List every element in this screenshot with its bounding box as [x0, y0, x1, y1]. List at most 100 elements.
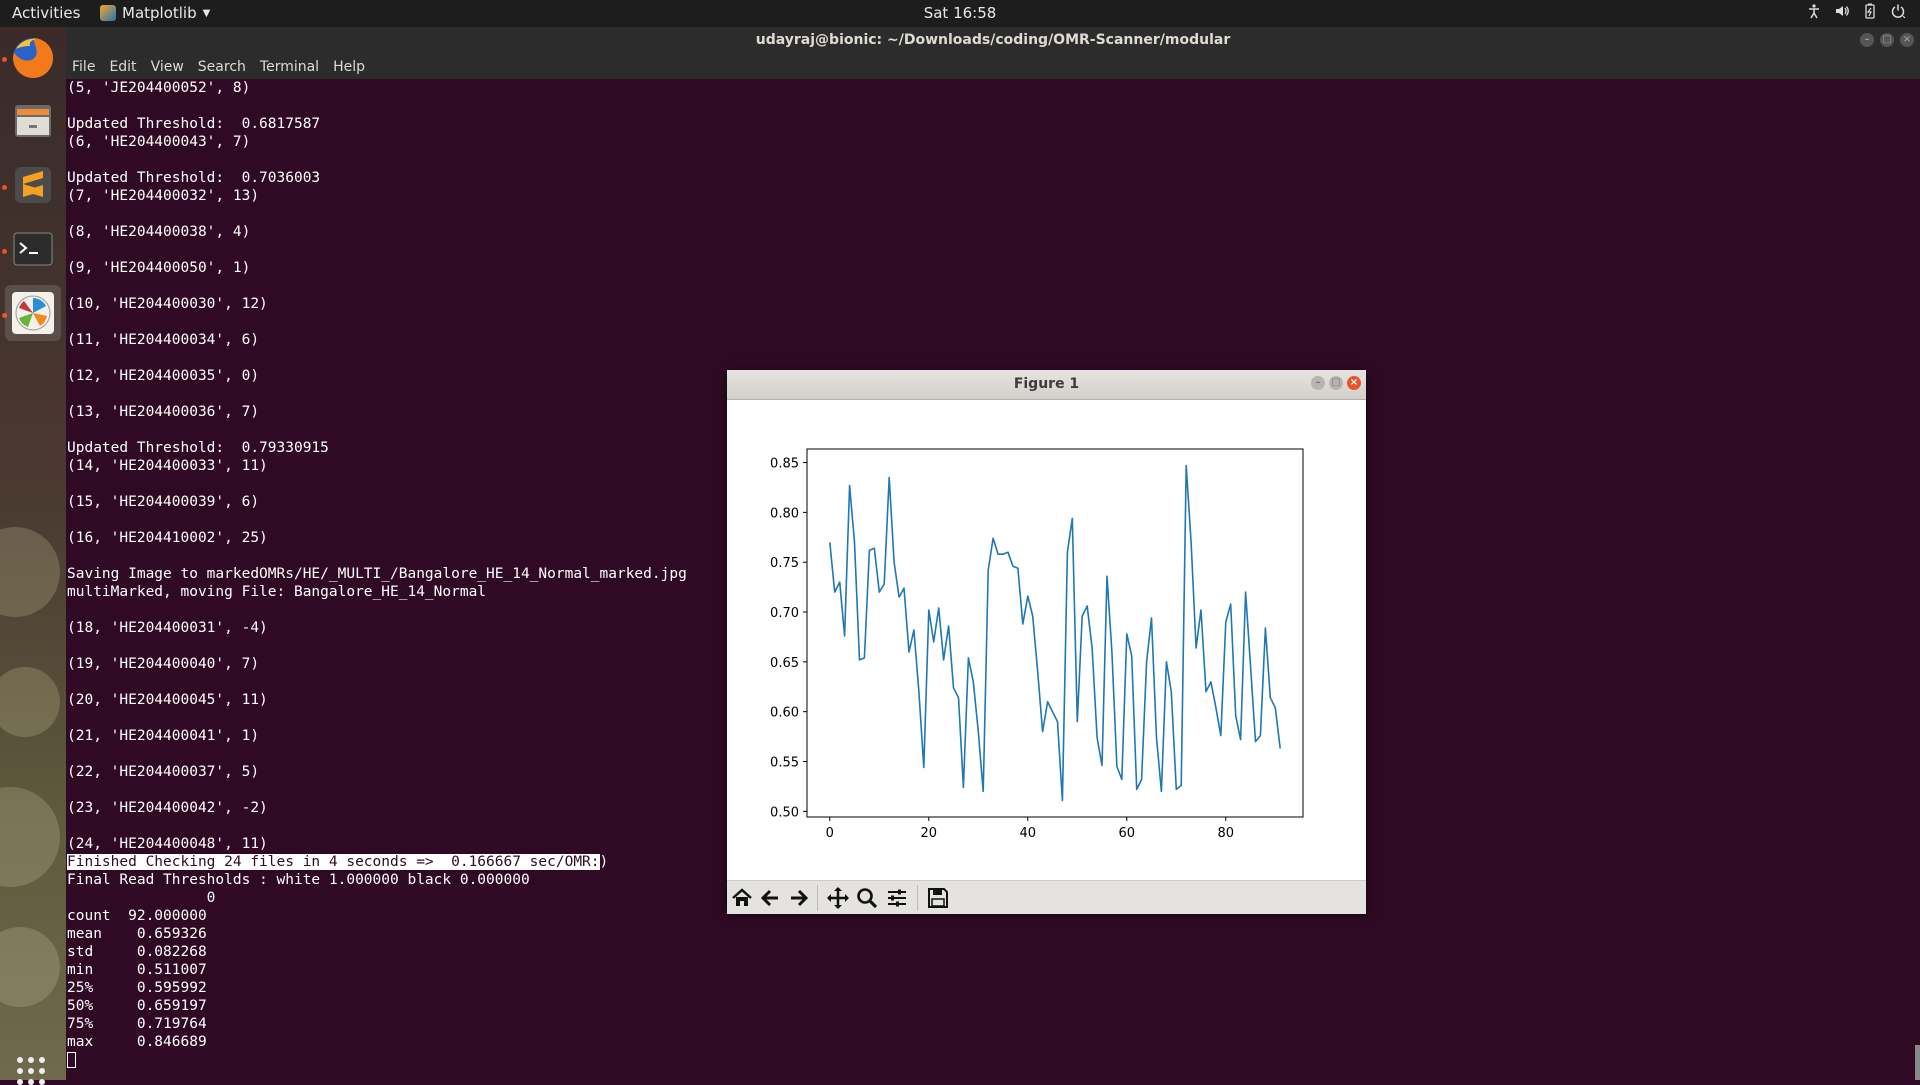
menu-edit[interactable]: Edit [109, 58, 137, 75]
forward-icon [791, 889, 809, 907]
menu-view[interactable]: View [150, 58, 184, 75]
close-icon[interactable]: × [1900, 33, 1914, 47]
running-indicator [2, 249, 7, 254]
terminal-line: max 0.846689 [67, 1034, 207, 1050]
accessibility-icon[interactable] [1806, 3, 1822, 21]
menu-help[interactable]: Help [333, 58, 365, 75]
y-tick-label: 0.55 [770, 755, 799, 770]
figure-window-controls: – □ × [1311, 376, 1361, 390]
terminal-line: (11, 'HE204400034', 6) [67, 332, 260, 348]
line-chart[interactable]: 0 20 40 60 80 0.50 0.55 0.60 0.65 0.70 0.75 0.80 0.8… [727, 400, 1366, 880]
minimize-icon[interactable]: – [1311, 376, 1325, 390]
dock-item-matplotlib[interactable] [5, 285, 61, 341]
wallpaper-decoration [0, 927, 60, 1007]
terminal-line [67, 277, 1917, 295]
series-line [829, 464, 1281, 802]
power-icon[interactable] [1890, 3, 1906, 21]
matplotlib-app-icon [100, 5, 116, 21]
running-indicator [2, 313, 7, 318]
terminal-text: ) [599, 854, 609, 870]
terminal-line: count 92.000000 [67, 908, 207, 924]
terminal-line: (23, 'HE204400042', -2) [67, 800, 268, 816]
pan-button[interactable] [825, 885, 851, 911]
toolbar-separator [917, 885, 918, 911]
home-button[interactable] [729, 885, 755, 911]
terminal-line: (22, 'HE204400037', 5) [67, 764, 260, 780]
terminal-title: udayraj@bionic: ~/Downloads/coding/OMR-S… [755, 32, 1231, 48]
minimize-icon[interactable]: – [1860, 33, 1874, 47]
terminal-line: (8, 'HE204400038', 4) [67, 224, 251, 240]
menu-file[interactable]: File [72, 58, 96, 75]
wallpaper-decoration [0, 527, 60, 617]
terminal-line: 25% 0.595992 [67, 980, 207, 996]
y-tick-label: 0.65 [770, 656, 799, 671]
zoom-button[interactable] [854, 885, 880, 911]
wallpaper-decoration [0, 787, 60, 887]
dock [0, 27, 66, 1085]
selected-text: Finished Checking 24 files in 4 seconds … [67, 854, 600, 870]
battery-icon[interactable] [1862, 3, 1878, 21]
y-tick-label: 0.70 [770, 606, 799, 621]
x-tick-label: 60 [1119, 826, 1136, 841]
plot-area[interactable]: 0 20 40 60 80 0.50 0.55 0.60 0.65 0.70 0.75 0.80 0.8… [727, 400, 1366, 880]
terminal-line: (15, 'HE204400039', 6) [67, 494, 260, 510]
terminal-line: (21, 'HE204400041', 1) [67, 728, 260, 744]
terminal-line: (18, 'HE204400031', -4) [67, 620, 268, 636]
show-applications-icon[interactable] [17, 1057, 45, 1085]
app-menu-label: Matplotlib [122, 4, 197, 22]
figure-title-bar[interactable]: Figure 1 – □ × [727, 370, 1366, 400]
configure-subplots-button[interactable] [884, 885, 910, 911]
terminal-line: (9, 'HE204400050', 1) [67, 260, 251, 276]
clock[interactable]: Sat 16:58 [923, 4, 997, 22]
dock-item-firefox[interactable] [5, 30, 61, 86]
terminal-line: multiMarked, moving File: Bangalore_HE_1… [67, 584, 487, 600]
terminal-line: (12, 'HE204400035', 0) [67, 368, 260, 384]
terminal-scrollbar[interactable] [1915, 1045, 1920, 1080]
forward-button[interactable] [786, 885, 812, 911]
terminal-line: Saving Image to markedOMRs/HE/_MULTI_/Ba… [67, 566, 687, 582]
close-icon[interactable]: × [1347, 376, 1361, 390]
window-controls: – □ × [1860, 33, 1914, 47]
terminal-line: (19, 'HE204400040', 7) [67, 656, 260, 672]
menu-search[interactable]: Search [197, 58, 246, 75]
terminal-line: (7, 'HE204400032', 13) [67, 188, 260, 204]
wallpaper-decoration [0, 667, 60, 737]
menu-terminal[interactable]: Terminal [259, 58, 320, 75]
terminal-line: (24, 'HE204400048', 11) [67, 836, 268, 852]
dock-item-files[interactable] [5, 93, 61, 149]
matplotlib-icon [12, 292, 54, 334]
save-button[interactable] [925, 885, 951, 911]
terminal-line: (14, 'HE204400033', 11) [67, 458, 268, 474]
sublime-text-icon [15, 167, 51, 203]
terminal-line [67, 97, 1917, 115]
y-tick-label: 0.85 [770, 457, 799, 472]
x-tick-label: 0 [826, 826, 834, 841]
terminal-title-bar[interactable]: udayraj@bionic: ~/Downloads/coding/OMR-S… [66, 27, 1920, 54]
x-tick-label: 80 [1218, 826, 1235, 841]
terminal-line: Updated Threshold: 0.7036003 [67, 170, 321, 186]
back-icon [760, 889, 778, 907]
activities-button[interactable]: Activities [12, 4, 81, 22]
save-icon [928, 888, 948, 908]
terminal-prompt[interactable] [67, 1051, 1917, 1069]
terminal-line: Updated Threshold: 0.79330915 [67, 440, 329, 456]
app-menu[interactable]: Matplotlib ▼ [100, 4, 210, 22]
terminal-line: (10, 'HE204400030', 12) [67, 296, 268, 312]
maximize-icon[interactable]: □ [1329, 376, 1343, 390]
terminal-line: 75% 0.719764 [67, 1016, 207, 1032]
terminal-line: Final Read Thresholds : white 1.000000 b… [67, 872, 530, 888]
volume-icon[interactable] [1834, 3, 1850, 21]
figure-title: Figure 1 [1013, 376, 1080, 392]
maximize-icon[interactable]: □ [1880, 33, 1894, 47]
dock-item-sublime-text[interactable] [5, 157, 61, 213]
dock-item-terminal[interactable] [5, 221, 61, 277]
system-tray[interactable] [1806, 3, 1906, 21]
figure-toolbar [727, 880, 1366, 914]
terminal-line: (13, 'HE204400036', 7) [67, 404, 260, 420]
terminal-line: (5, 'JE204400052', 8) [67, 80, 251, 96]
toolbar-separator [817, 885, 818, 911]
terminal-output[interactable]: (5, 'JE204400052', 8) Updated Threshold: … [67, 79, 1917, 1079]
terminal-line: min 0.511007 [67, 962, 207, 978]
back-button[interactable] [757, 885, 783, 911]
figure-window: Figure 1 – □ × 0 20 40 60 80 0.50 0.55 0.60 0.65… [727, 370, 1366, 914]
